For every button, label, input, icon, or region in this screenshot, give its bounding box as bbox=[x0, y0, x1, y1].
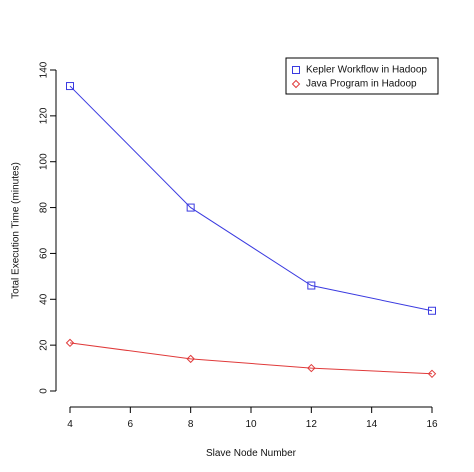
y-tick-label: 40 bbox=[39, 293, 50, 305]
y-axis-ticks: 0 20 40 60 80 100 120 140 bbox=[39, 61, 56, 394]
series-line bbox=[69, 85, 433, 312]
legend-items: Kepler Workflow in Hadoop Java Program in… bbox=[291, 65, 427, 90]
legend-label: Kepler Workflow in Hadoop bbox=[306, 65, 427, 76]
legend-marker-diamond bbox=[291, 79, 301, 89]
y-tick-label: 120 bbox=[39, 107, 50, 124]
x-tick-label: 16 bbox=[426, 419, 438, 430]
x-tick-label: 12 bbox=[306, 419, 318, 430]
x-tick-label: 6 bbox=[128, 419, 134, 430]
data-point-diamond bbox=[186, 354, 195, 364]
data-point-diamond bbox=[65, 338, 75, 348]
series-line bbox=[69, 342, 433, 375]
y-tick-label: 60 bbox=[39, 247, 50, 259]
x-axis-ticks: 4 6 8 10 12 14 16 bbox=[67, 407, 438, 430]
x-tick-label: 10 bbox=[245, 419, 257, 430]
data-point-diamond bbox=[307, 363, 316, 373]
series-layer bbox=[65, 82, 437, 379]
legend: Kepler Workflow in Hadoop Java Program in… bbox=[285, 57, 439, 95]
data-point-diamond bbox=[427, 369, 437, 379]
y-tick-label: 100 bbox=[39, 153, 50, 170]
y-tick-label: 0 bbox=[39, 388, 50, 394]
plot-frame bbox=[55, 70, 432, 408]
x-tick-label: 8 bbox=[188, 419, 194, 430]
legend-label: Java Program in Hadoop bbox=[306, 79, 417, 90]
legend-box bbox=[285, 57, 439, 95]
series-2 bbox=[65, 338, 437, 379]
y-tick-label: 20 bbox=[39, 339, 50, 351]
data-point-square bbox=[307, 281, 316, 290]
x-tick-label: 4 bbox=[67, 419, 73, 430]
y-tick-label: 80 bbox=[39, 202, 50, 214]
x-tick-label: 14 bbox=[366, 419, 378, 430]
series-1 bbox=[66, 82, 436, 315]
y-axis-title: Total Execution Time (minutes) bbox=[11, 162, 22, 299]
x-axis-title: Slave Node Number bbox=[206, 448, 297, 459]
y-tick-label: 140 bbox=[39, 61, 50, 78]
data-point-square bbox=[66, 82, 74, 91]
legend-marker-square bbox=[292, 66, 300, 74]
data-point-square bbox=[428, 306, 436, 315]
data-point-square bbox=[186, 203, 195, 212]
